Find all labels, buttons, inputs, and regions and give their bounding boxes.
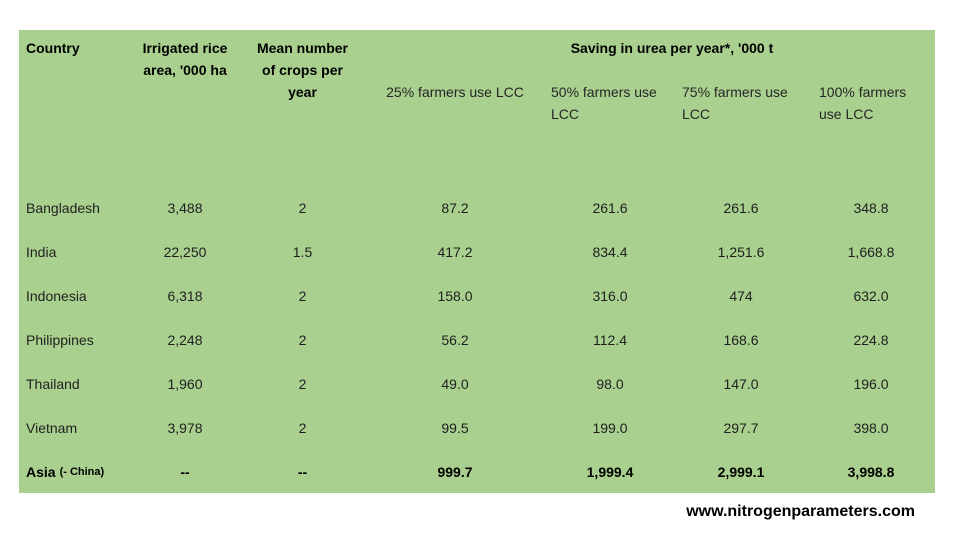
cell-country: Bangladesh [19,186,130,230]
saving-group-header: Saving in urea per year*, '000 t [570,40,774,56]
column-header-saving-100: 100% farmers use LCC [807,30,935,186]
column-header-saving-25-label: 25% farmers use LCC [386,84,524,100]
column-header-country-label: Country [26,40,80,56]
cell-saving-100: 398.0 [853,420,889,436]
cell-country: Asia (- China) [19,450,130,494]
cell-saving-100: 3,998.8 [847,464,895,480]
cell-saving-100: 1,668.8 [847,244,895,260]
country-label: Asia [26,464,56,480]
table-row: Bangladesh 3,488 2 87.2 261.6 261.6 348.… [19,186,935,230]
table-row: Indonesia 6,318 2 158.0 316.0 474 632.0 [19,274,935,318]
cell-irrigated-area: 1,960 [167,376,203,392]
cell-country: Indonesia [19,274,130,318]
cell-saving-100: 196.0 [853,376,889,392]
country-label: Philippines [26,332,94,348]
cell-country: Philippines [19,318,130,362]
country-label: Vietnam [26,420,78,436]
cell-saving-100: 632.0 [853,288,889,304]
cell-saving-75: 2,999.1 [717,464,765,480]
table-header: Country Irrigated rice area, '000 ha Mea… [19,30,935,186]
column-header-saving-25: 25% farmers use LCC [365,30,545,186]
cell-country: Vietnam [19,406,130,450]
cell-saving-25: 99.5 [441,420,469,436]
cell-saving-75: 168.6 [723,332,759,348]
column-header-crops-label: Mean number of crops per year [256,40,348,100]
cell-irrigated-area: 2,248 [167,332,203,348]
cell-crops-per-year: 2 [298,332,307,348]
cell-irrigated-area: 3,488 [167,200,203,216]
cell-crops-per-year: 2 [298,376,307,392]
country-label: India [26,244,57,260]
cell-saving-50: 1,999.4 [586,464,634,480]
slide-table-panel: Country Irrigated rice area, '000 ha Mea… [19,30,935,493]
cell-saving-100: 348.8 [853,200,889,216]
cell-saving-50: 261.6 [592,200,628,216]
country-label: Bangladesh [26,200,100,216]
cell-saving-75: 261.6 [723,200,759,216]
column-header-irrigated-area: Irrigated rice area, '000 ha [130,30,240,186]
table-row-total: Asia (- China) -- -- 999.7 1,999.4 2,999… [19,450,935,494]
cell-crops-per-year: 2 [298,420,307,436]
cell-irrigated-area: -- [180,464,190,480]
cell-crops-per-year: 1.5 [292,244,313,260]
cell-saving-50: 112.4 [593,332,627,348]
cell-saving-25: 417.2 [437,244,473,260]
cell-saving-75: 474 [729,288,753,304]
cell-crops-per-year: 2 [298,200,307,216]
column-header-saving-50-label: 50% farmers use LCC [551,84,657,122]
cell-saving-25: 999.7 [437,464,473,480]
cell-saving-25: 158.0 [437,288,473,304]
cell-country: Thailand [19,362,130,406]
cell-saving-75: 147.0 [723,376,759,392]
cell-saving-25: 49.0 [441,376,469,392]
table-row: Philippines 2,248 2 56.2 112.4 168.6 224… [19,318,935,362]
cell-country: India [19,230,130,274]
cell-saving-50: 199.0 [592,420,628,436]
country-label: Indonesia [26,288,87,304]
website-url: www.nitrogenparameters.com [686,503,915,520]
column-header-saving-50: 50% farmers use LCC [545,30,675,186]
table-row: India 22,250 1.5 417.2 834.4 1,251.6 1,6… [19,230,935,274]
cell-crops-per-year: -- [297,464,308,480]
cell-saving-50: 98.0 [596,376,624,392]
cell-crops-per-year: 2 [298,288,307,304]
cell-irrigated-area: 22,250 [163,244,207,260]
table-row: Thailand 1,960 2 49.0 98.0 147.0 196.0 [19,362,935,406]
cell-irrigated-area: 6,318 [167,288,203,304]
column-header-saving-100-label: 100% farmers use LCC [819,84,907,122]
cell-saving-100: 224.8 [853,332,889,348]
cell-saving-50: 316.0 [592,288,628,304]
cell-saving-75: 1,251.6 [717,244,765,260]
table-row: Vietnam 3,978 2 99.5 199.0 297.7 398.0 [19,406,935,450]
column-header-irrigated-label: Irrigated rice area, '000 ha [142,40,228,78]
column-header-saving-75: 75% farmers use LCC [675,30,807,186]
cell-saving-75: 297.7 [723,420,759,436]
cell-irrigated-area: 3,978 [167,420,203,436]
cell-saving-50: 834.4 [592,244,628,260]
cell-saving-25: 56.2 [441,332,469,348]
country-label: Thailand [26,376,80,392]
country-suffix: (- China) [59,466,105,478]
column-header-saving-75-label: 75% farmers use LCC [682,84,788,122]
column-header-crops-per-year: Mean number of crops per year [240,30,365,186]
cell-saving-25: 87.2 [441,200,469,216]
column-header-country: Country [19,30,130,186]
